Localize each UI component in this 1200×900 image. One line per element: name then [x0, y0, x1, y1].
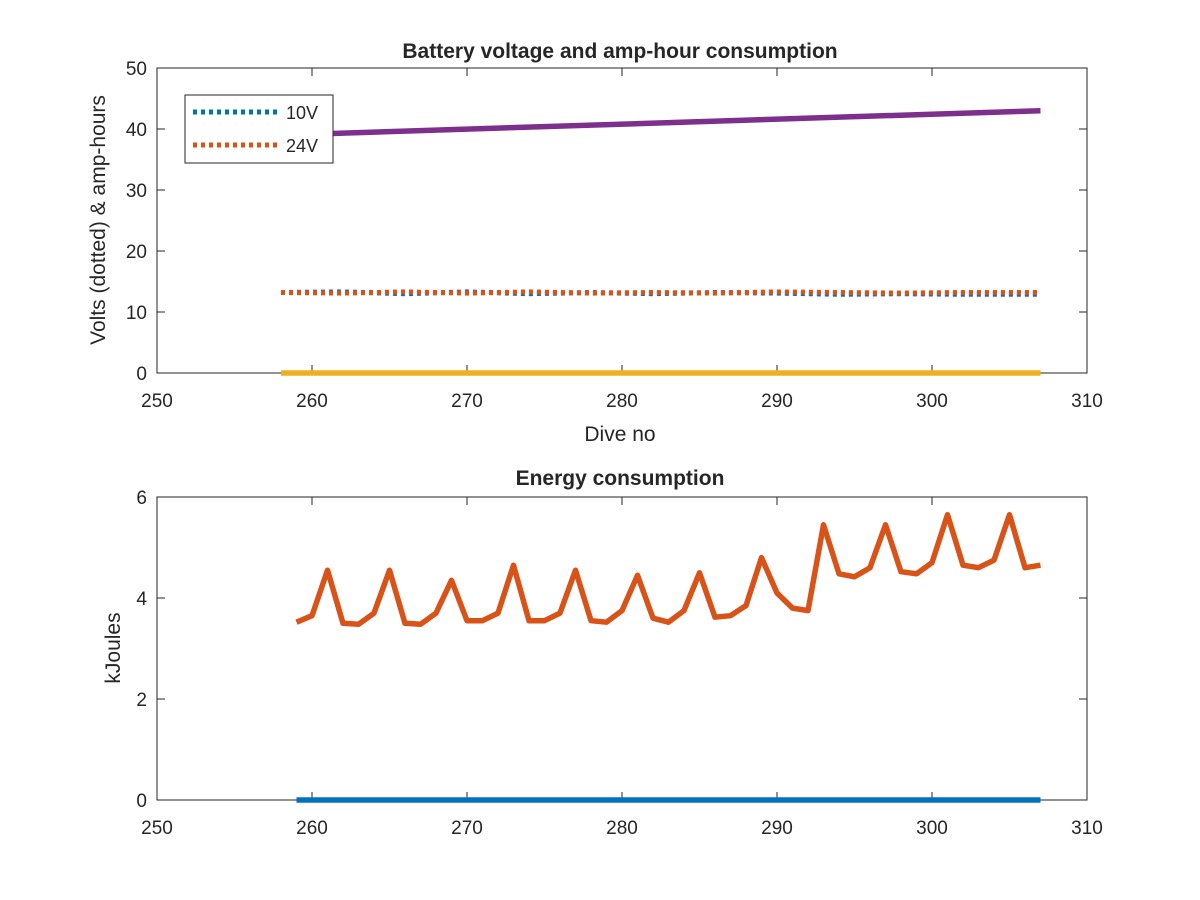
series-lines [280, 107, 1041, 376]
x-tick-label: 270 [451, 818, 483, 839]
series-lines [295, 511, 1041, 803]
x-tick-label: 250 [141, 818, 173, 839]
y-tick-label: 2 [136, 690, 147, 711]
y-tick-label: 6 [136, 488, 147, 509]
series-line-series-1 [295, 511, 1041, 628]
x-tick-label: 280 [606, 818, 638, 839]
voltage-chart: Battery voltage and amp-hour consumption… [87, 40, 1103, 446]
y-axis-label: Volts (dotted) & amp-hours [87, 95, 110, 345]
x-tick-label: 290 [761, 391, 793, 412]
legend: 10V 24V [184, 94, 334, 164]
y-axis-label: kJoules [102, 612, 125, 683]
x-tick-label: 260 [296, 818, 328, 839]
x-tick-label: 260 [296, 391, 328, 412]
y-tick-label: 4 [136, 589, 147, 610]
chart-title: Energy consumption [516, 467, 725, 490]
series-line-series-3 [280, 107, 1041, 138]
x-tick-label: 300 [916, 818, 948, 839]
y-tick-label: 40 [126, 120, 147, 141]
x-tick-label: 310 [1071, 391, 1103, 412]
x-tick-label: 300 [916, 391, 948, 412]
y-tick-label: 0 [136, 791, 147, 812]
x-tick-label: 250 [141, 391, 173, 412]
x-tick-label: 310 [1071, 818, 1103, 839]
x-tick-label: 290 [761, 818, 793, 839]
x-axis-label: Dive no [584, 423, 655, 446]
legend-label-24v: 24V [286, 136, 318, 156]
legend-label-10v: 10V [286, 103, 318, 123]
y-tick-label: 20 [126, 242, 147, 263]
y-tick-label: 50 [126, 59, 147, 80]
x-tick-label: 270 [451, 391, 483, 412]
axis-ticks: 250 260 270 280 290 300 310 0 10 20 30 40 50 [126, 59, 1103, 412]
y-tick-label: 10 [126, 303, 147, 324]
y-tick-label: 0 [136, 364, 147, 385]
energy-chart: Energy consumption 250 260 270 280 290 300 310… [102, 467, 1103, 839]
x-tick-label: 280 [606, 391, 638, 412]
axis-ticks: 250 260 270 280 290 300 310 0 2 4 6 [136, 488, 1102, 839]
legend-box [184, 94, 334, 164]
chart-title: Battery voltage and amp-hour consumption [402, 40, 837, 63]
y-tick-label: 30 [126, 181, 147, 202]
plot-area [156, 496, 1088, 801]
